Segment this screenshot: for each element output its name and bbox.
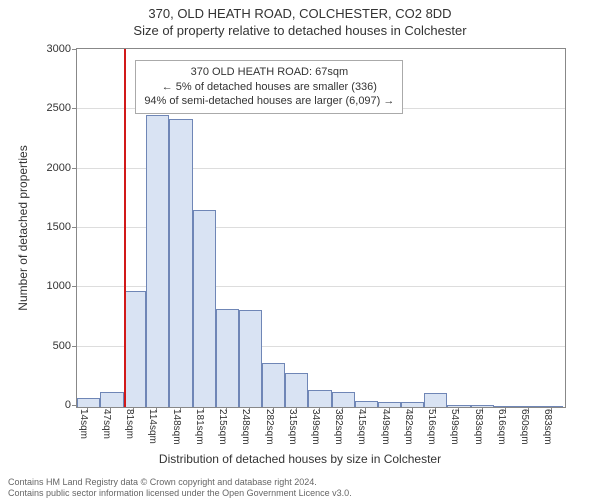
y-tick-label: 0 xyxy=(65,399,71,411)
y-tick-label: 2000 xyxy=(47,162,71,174)
x-tick-label: 47sqm xyxy=(101,409,112,439)
histogram-bar xyxy=(239,310,263,407)
x-tick-label: 382sqm xyxy=(333,409,344,445)
x-tick-label: 683sqm xyxy=(542,409,553,445)
y-tick-mark xyxy=(72,405,77,406)
x-tick-label: 14sqm xyxy=(78,409,89,439)
histogram-bar xyxy=(146,115,169,407)
x-tick-label: 650sqm xyxy=(519,409,530,445)
x-tick-label: 282sqm xyxy=(264,409,275,445)
x-tick-label: 516sqm xyxy=(426,409,437,445)
footer-line-2: Contains public sector information licen… xyxy=(8,488,352,498)
histogram-bar xyxy=(401,402,424,407)
chart-title-sub: Size of property relative to detached ho… xyxy=(0,21,600,38)
subject-marker-line xyxy=(124,49,126,407)
x-tick-label: 549sqm xyxy=(449,409,460,445)
x-tick-label: 81sqm xyxy=(124,409,135,439)
x-tick-label: 449sqm xyxy=(380,409,391,445)
y-tick-label: 1000 xyxy=(47,280,71,292)
histogram-bar xyxy=(285,373,308,407)
y-axis-title: Number of detached properties xyxy=(16,145,30,310)
x-tick-label: 315sqm xyxy=(287,409,298,445)
attribution-footer: Contains HM Land Registry data © Crown c… xyxy=(8,477,352,498)
x-tick-label: 415sqm xyxy=(356,409,367,445)
x-tick-label: 349sqm xyxy=(310,409,321,445)
legend-box: 370 OLD HEATH ROAD: 67sqm← 5% of detache… xyxy=(135,60,403,115)
y-tick-mark xyxy=(72,168,77,169)
x-tick-label: 148sqm xyxy=(171,409,182,445)
x-tick-label: 616sqm xyxy=(496,409,507,445)
x-axis-title: Distribution of detached houses by size … xyxy=(0,452,600,466)
histogram-bar xyxy=(124,291,147,407)
legend-line-3: 94% of semi-detached houses are larger (… xyxy=(144,94,394,109)
figure: 370, OLD HEATH ROAD, COLCHESTER, CO2 8DD… xyxy=(0,0,600,500)
histogram-bar xyxy=(332,392,355,407)
histogram-bar xyxy=(355,401,378,407)
plot-area: 370 OLD HEATH ROAD: 67sqm← 5% of detache… xyxy=(76,48,566,408)
histogram-bar xyxy=(169,119,193,407)
y-tick-label: 3000 xyxy=(47,43,71,55)
x-tick-label: 114sqm xyxy=(147,409,158,444)
y-tick-mark xyxy=(72,286,77,287)
x-tick-label: 248sqm xyxy=(240,409,251,445)
histogram-bar xyxy=(100,392,124,407)
y-tick-label: 1500 xyxy=(47,221,71,233)
histogram-bar xyxy=(77,398,100,407)
x-tick-label: 181sqm xyxy=(194,409,205,445)
x-tick-label: 583sqm xyxy=(473,409,484,445)
chart-title-main: 370, OLD HEATH ROAD, COLCHESTER, CO2 8DD xyxy=(0,0,600,21)
y-tick-label: 2500 xyxy=(47,102,71,114)
y-tick-mark xyxy=(72,346,77,347)
y-tick-mark xyxy=(72,49,77,50)
histogram-bar xyxy=(262,363,285,407)
y-tick-mark xyxy=(72,108,77,109)
legend-line-1: 370 OLD HEATH ROAD: 67sqm xyxy=(144,65,394,80)
y-tick-mark xyxy=(72,227,77,228)
x-tick-label: 215sqm xyxy=(217,409,228,445)
x-tick-label: 482sqm xyxy=(403,409,414,445)
footer-line-1: Contains HM Land Registry data © Crown c… xyxy=(8,477,317,487)
histogram-bar xyxy=(216,309,239,407)
histogram-bar xyxy=(424,393,447,407)
legend-line-2: ← 5% of detached houses are smaller (336… xyxy=(144,80,394,95)
y-tick-label: 500 xyxy=(53,340,71,352)
histogram-bar xyxy=(193,210,216,407)
histogram-bar xyxy=(308,390,332,407)
